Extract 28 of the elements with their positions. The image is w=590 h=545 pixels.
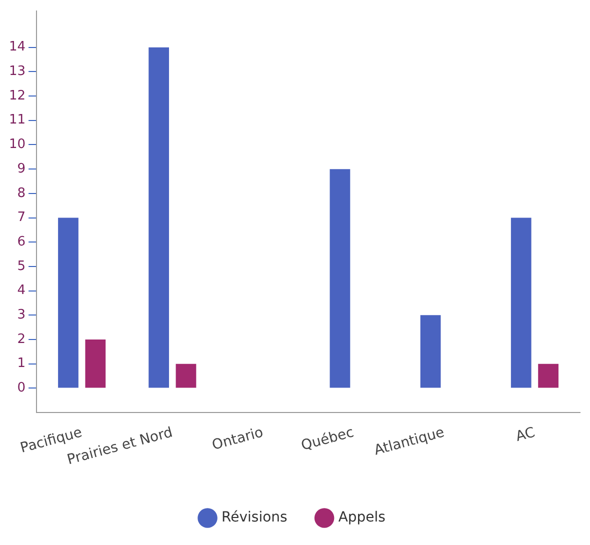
y-tick-label: 11 — [8, 112, 26, 128]
y-tick-label: 0 — [17, 380, 26, 396]
bar — [420, 315, 441, 388]
x-tick-label: Québec — [300, 424, 356, 454]
y-tick-label: 6 — [17, 234, 26, 250]
bar — [510, 218, 532, 388]
y-tick-label: 7 — [17, 210, 26, 226]
bar — [330, 169, 350, 388]
legend-label: Révisions — [222, 510, 288, 526]
y-tick-label: 4 — [17, 283, 26, 298]
y-tick-label: 10 — [8, 137, 26, 152]
bar — [148, 47, 170, 388]
bar — [176, 364, 196, 388]
y-tick-label: 12 — [8, 88, 26, 104]
y-tick-label: 8 — [17, 186, 26, 201]
y-tick-label: 3 — [17, 308, 26, 323]
y-tick-label: 9 — [17, 161, 26, 176]
y-tick-label: 1 — [17, 356, 26, 372]
y-tick-label: 2 — [17, 332, 26, 347]
bar — [58, 218, 78, 388]
x-tick-label: AC — [514, 424, 537, 446]
legend-label: Appels — [338, 510, 386, 526]
y-tick-label: 5 — [17, 258, 26, 274]
y-tick-label: 14 — [8, 40, 26, 55]
bar — [538, 364, 558, 388]
y-tick-label: 13 — [8, 64, 26, 80]
x-tick-label: Ontario — [210, 424, 265, 454]
bar — [85, 340, 106, 388]
